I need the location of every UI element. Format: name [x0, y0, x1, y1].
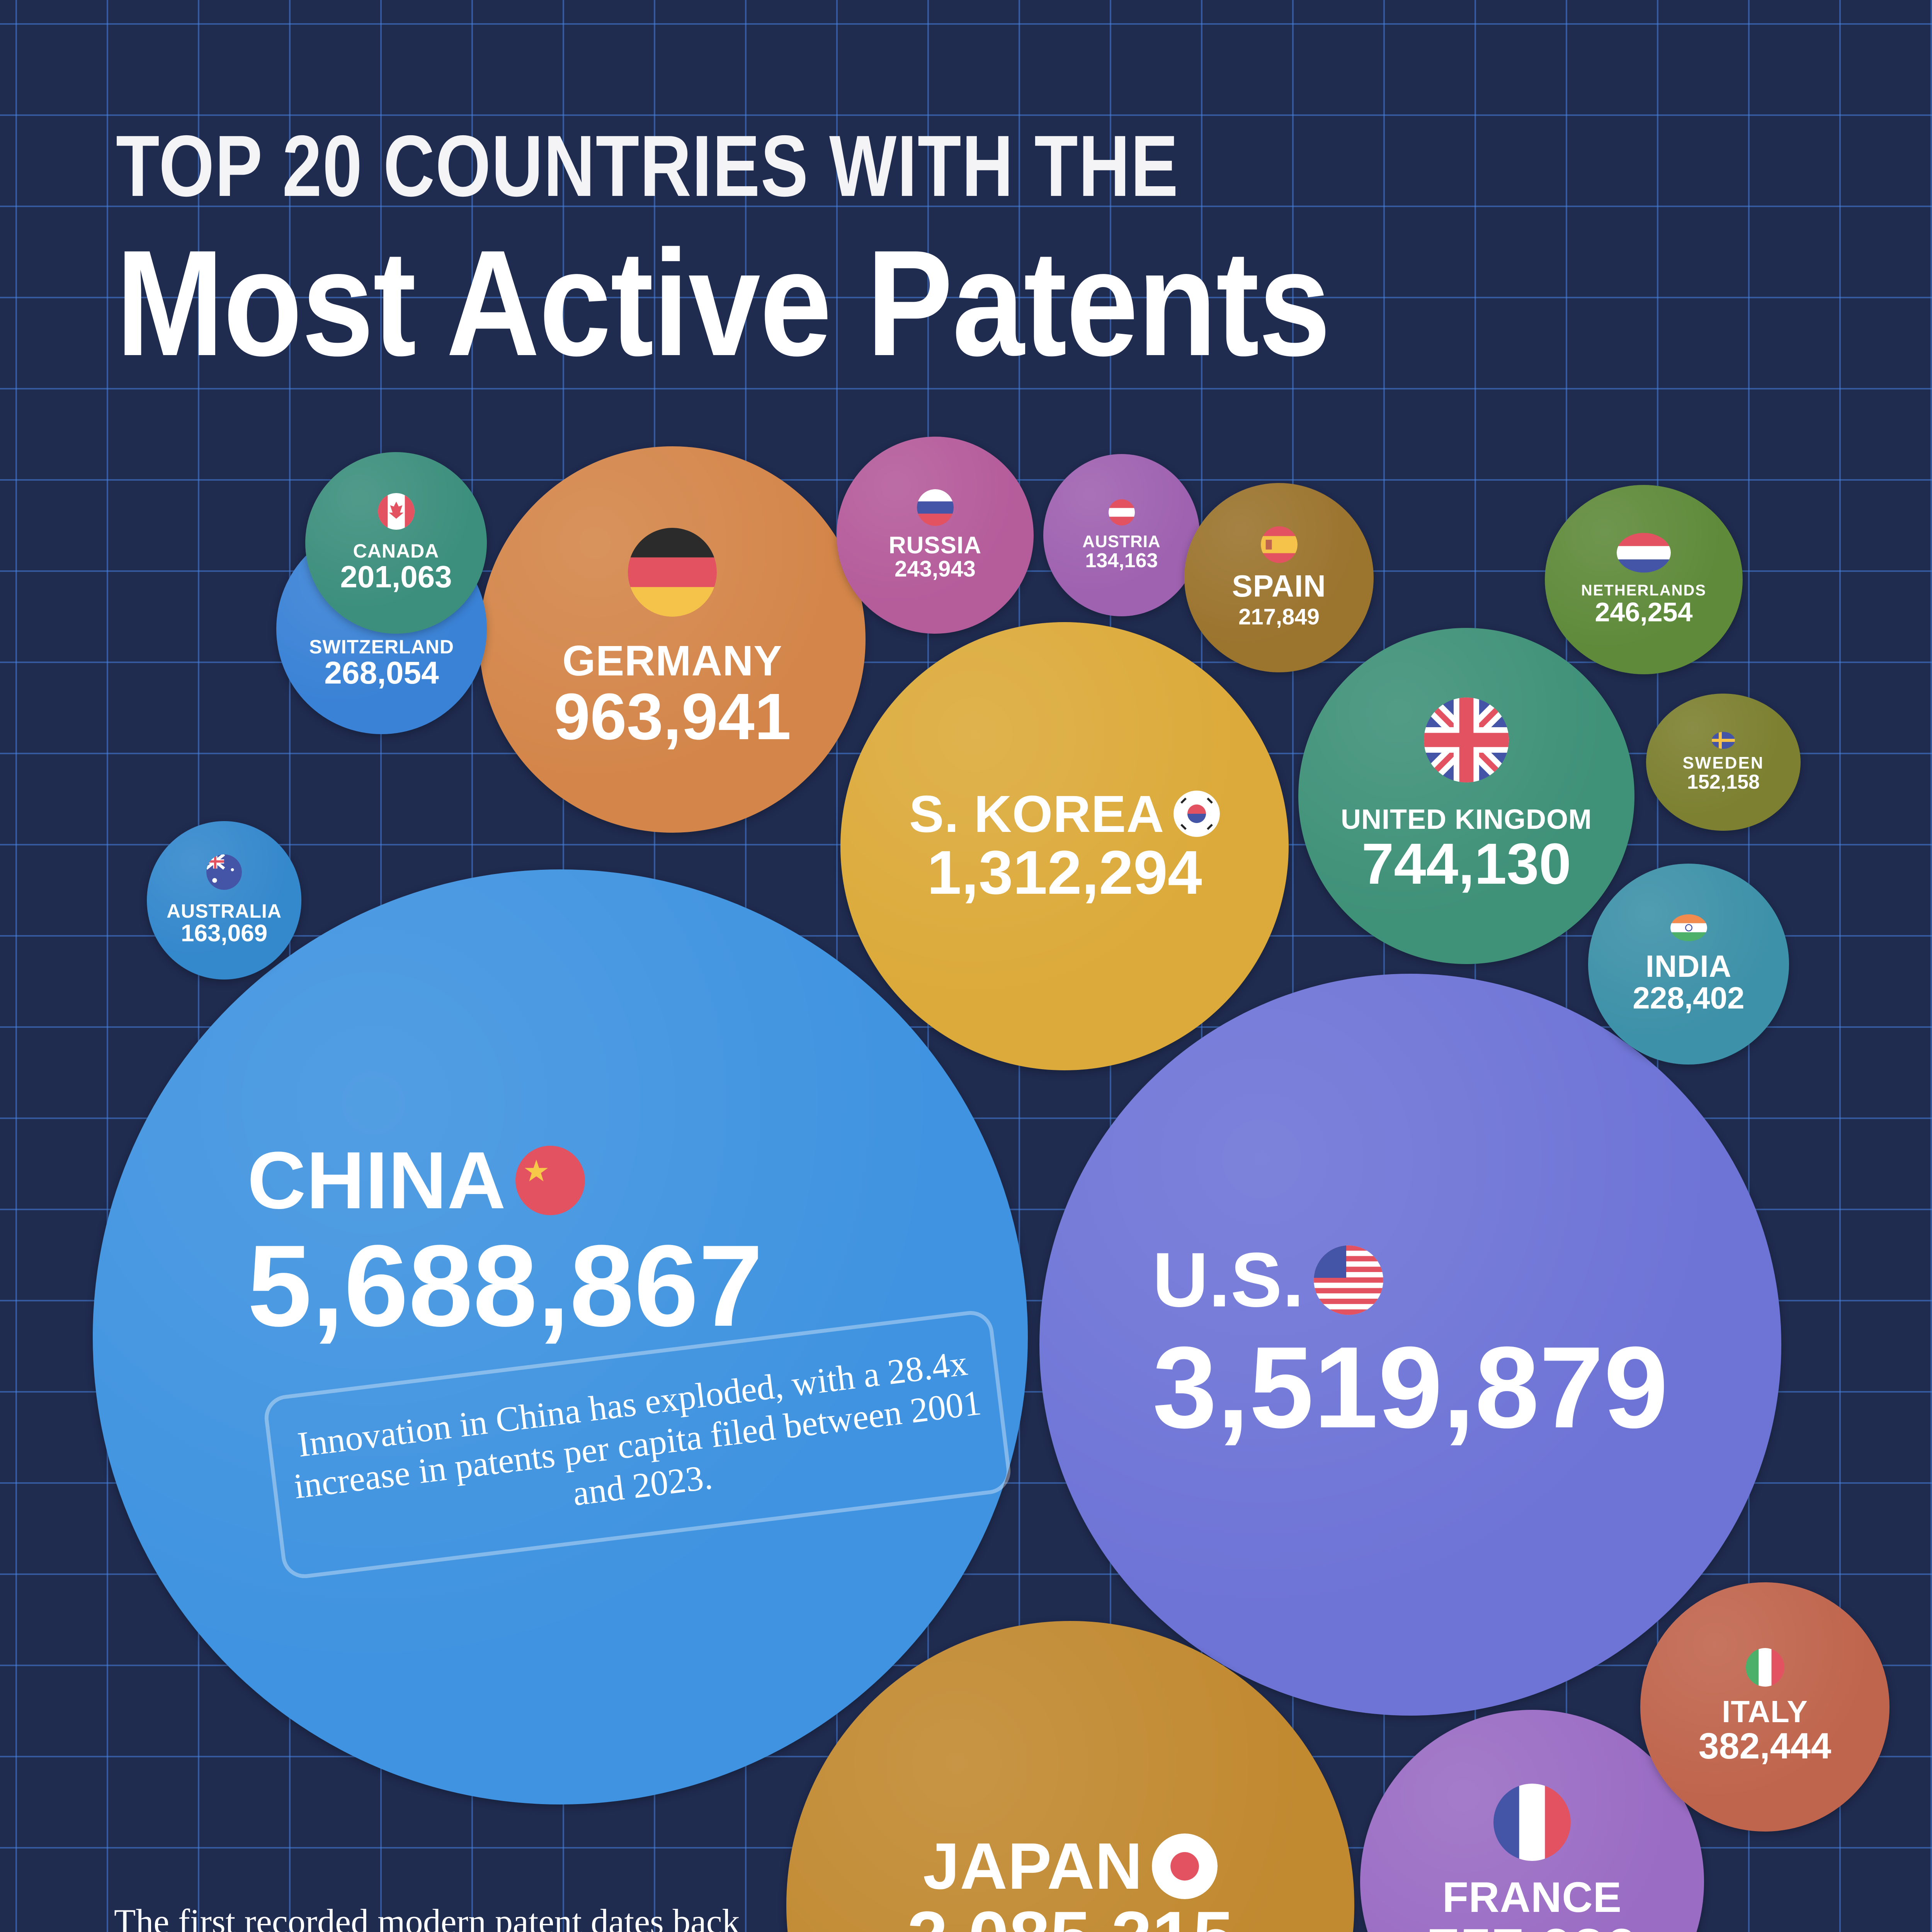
- country-name: UNITED KINGDOM: [1341, 804, 1592, 835]
- patent-count: 5,688,867: [247, 1221, 763, 1350]
- bubble-sweden: SWEDEN 152,158: [1646, 694, 1801, 831]
- bubble-austria: AUSTRIA 134,163: [1043, 454, 1200, 616]
- patent-count: 243,943: [895, 556, 976, 582]
- country-name: SPAIN: [1232, 569, 1326, 604]
- patent-count: 134,163: [1085, 549, 1158, 572]
- patent-count: 217,849: [1238, 604, 1320, 630]
- patent-count: 152,158: [1687, 770, 1760, 793]
- bubble-india: INDIA 228,402: [1588, 864, 1789, 1065]
- uk-flag-icon: [1424, 697, 1509, 783]
- netherlands-flag-icon: [1617, 533, 1671, 573]
- country-name: SWEDEN: [1682, 753, 1764, 772]
- patent-count: 3,519,879: [1152, 1322, 1668, 1452]
- bubble-russia: RUSSIA 243,943: [837, 437, 1034, 634]
- patent-count: 246,254: [1595, 597, 1693, 628]
- south-korea-flag-icon: [1173, 791, 1220, 837]
- historical-fact-note: The first recorded modern patent dates b…: [114, 1902, 740, 1932]
- bubble-china: CHINA 5,688,867: [93, 869, 1028, 1804]
- country-name: RUSSIA: [888, 532, 982, 559]
- patent-count: 268,054: [324, 655, 439, 691]
- country-name: GERMANY: [562, 637, 782, 685]
- bubble-australia: AUSTRALIA 163,069: [147, 821, 301, 980]
- country-name: INDIA: [1645, 949, 1732, 983]
- patent-count: 757,026: [1427, 1919, 1637, 1932]
- country-name: CANADA: [353, 540, 439, 562]
- china-flag-icon: [515, 1146, 585, 1215]
- bubble-italy: ITALY 382,444: [1640, 1582, 1889, 1832]
- country-name: SWITZERLAND: [309, 636, 454, 658]
- bubble-canada: CANADA 201,063: [305, 452, 487, 634]
- patent-count: 2,085,215: [907, 1899, 1233, 1932]
- patent-count: 163,069: [180, 920, 268, 947]
- country-name: S. KOREA: [909, 784, 1165, 843]
- patent-count: 382,444: [1698, 1726, 1832, 1767]
- bubble-spain: SPAIN 217,849: [1184, 483, 1374, 672]
- italy-flag-icon: [1745, 1648, 1784, 1687]
- japan-flag-icon: [1152, 1833, 1218, 1900]
- patent-count: 201,063: [340, 559, 452, 594]
- bubble-netherlands: NETHERLANDS 246,254: [1545, 485, 1743, 674]
- india-flag-icon: [1670, 914, 1707, 941]
- patent-count: 744,130: [1361, 831, 1571, 896]
- patent-count: 963,941: [553, 680, 791, 753]
- bubble-germany: GERMANY 963,941: [479, 446, 866, 833]
- bubble-uk: UNITED KINGDOM 744,130: [1298, 628, 1634, 964]
- patent-count: 228,402: [1633, 980, 1745, 1015]
- austria-flag-icon: [1108, 499, 1135, 526]
- country-name: NETHERLANDS: [1581, 582, 1707, 599]
- canada-flag-icon: [378, 493, 415, 530]
- germany-flag-icon: [628, 527, 717, 617]
- country-name: AUSTRALIA: [167, 900, 282, 922]
- chart-title: Most Active Patents: [116, 219, 1331, 387]
- country-name: CHINA: [247, 1135, 506, 1226]
- russia-flag-icon: [917, 489, 954, 526]
- patent-count: 1,312,294: [927, 837, 1202, 907]
- country-name: AUSTRIA: [1082, 532, 1161, 551]
- spain-flag-icon: [1260, 526, 1298, 563]
- country-name: FRANCE: [1442, 1874, 1622, 1922]
- bubble-korea: S. KOREA 1,312,294: [840, 622, 1289, 1070]
- australia-flag-icon: [206, 854, 242, 890]
- country-name: JAPAN: [923, 1830, 1143, 1903]
- sweden-flag-icon: [1712, 731, 1735, 749]
- chart-subtitle: TOP 20 COUNTRIES WITH THE: [116, 117, 1179, 214]
- country-name: ITALY: [1722, 1694, 1808, 1729]
- france-flag-icon: [1493, 1784, 1571, 1861]
- us-flag-icon: [1313, 1245, 1383, 1315]
- country-name: U.S.: [1152, 1236, 1304, 1323]
- bubble-us: U.S. 3,519,879: [1039, 974, 1781, 1716]
